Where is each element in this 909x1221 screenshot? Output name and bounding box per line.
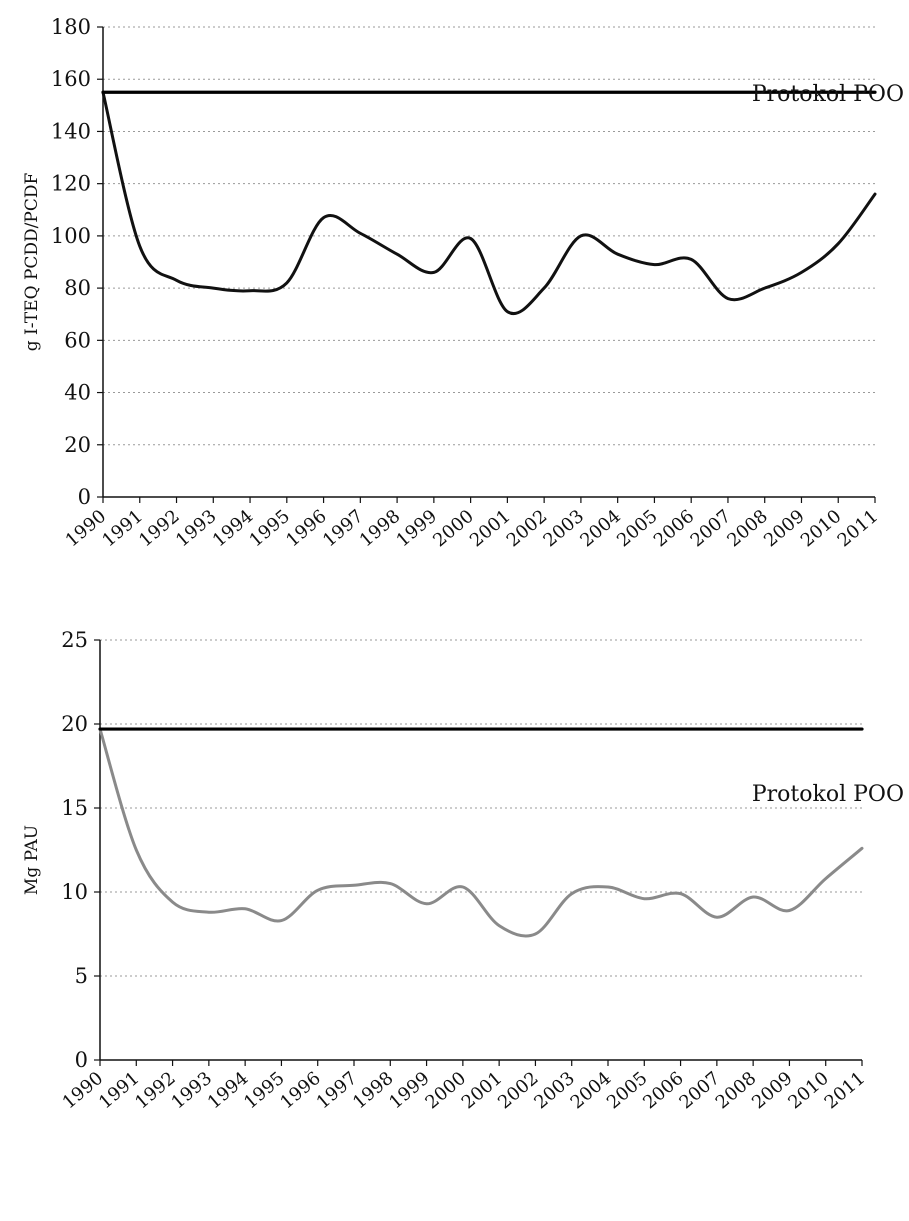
x-tick-label: 2005 bbox=[603, 1068, 652, 1114]
y-tick-label: 160 bbox=[51, 67, 91, 91]
y-tick-label: 80 bbox=[64, 276, 91, 300]
x-tick-label: 1993 bbox=[167, 1068, 216, 1114]
x-tick-label: 2001 bbox=[458, 1068, 507, 1114]
x-tick-label: 1990 bbox=[62, 506, 111, 552]
x-tick-label: 2000 bbox=[429, 506, 478, 552]
x-tick-label: 2007 bbox=[687, 506, 736, 552]
y-tick-label: 20 bbox=[64, 433, 91, 457]
y-tick-label: 15 bbox=[61, 796, 88, 820]
x-tick-label: 2008 bbox=[712, 1068, 761, 1114]
x-tick-label: 1990 bbox=[59, 1068, 108, 1114]
x-tick-label: 2011 bbox=[834, 506, 883, 552]
chart-pcdd-pcdf: 0 20 40 60 80 100 120 140 160 180 1990199119921993… bbox=[22, 15, 904, 551]
x-tick-label: 1996 bbox=[282, 506, 331, 552]
x-tick-label: 1991 bbox=[98, 506, 147, 552]
x-tick-label: 2010 bbox=[797, 506, 846, 552]
y-axis-label: g I-TEQ PCDD/PCDF bbox=[22, 173, 42, 352]
x-tick-label: 2004 bbox=[576, 506, 625, 552]
x-tick-label: 2004 bbox=[567, 1068, 616, 1114]
x-tick-label: 1998 bbox=[356, 506, 405, 552]
x-tick-label: 2002 bbox=[503, 506, 552, 552]
x-tick-label: 2005 bbox=[613, 506, 662, 552]
x-tick-label: 1992 bbox=[135, 506, 184, 552]
x-tick-label: 2009 bbox=[748, 1068, 797, 1114]
y-tick-label: 10 bbox=[61, 880, 88, 904]
x-tick-label: 1994 bbox=[209, 506, 258, 552]
y-tick-label: 0 bbox=[75, 1048, 88, 1072]
x-tick-label: 1994 bbox=[204, 1068, 253, 1114]
x-tick-label: 1999 bbox=[392, 506, 441, 552]
x-tick-label: 2011 bbox=[821, 1068, 870, 1114]
x-tick-label: 2003 bbox=[540, 506, 589, 552]
x-tick-label: 2001 bbox=[466, 506, 515, 552]
x-tick-label: 2007 bbox=[675, 1068, 724, 1114]
y-tick-label: 120 bbox=[51, 172, 91, 196]
x-tick-label: 2006 bbox=[639, 1068, 688, 1114]
x-tick-label: 2003 bbox=[530, 1068, 579, 1114]
y-tick-label: 5 bbox=[75, 964, 88, 988]
y-tick-label: 100 bbox=[51, 224, 91, 248]
x-tick-label: 2009 bbox=[760, 506, 809, 552]
y-axis-label: Mg PAU bbox=[22, 825, 42, 895]
x-tick-label: 1997 bbox=[319, 506, 368, 552]
x-tick-label: 1998 bbox=[349, 1068, 398, 1114]
chart-pau: 0510152025199019911992199319941995199619… bbox=[22, 628, 904, 1113]
y-tick-label: 25 bbox=[61, 628, 88, 652]
y-tick-label: 0 bbox=[78, 485, 91, 509]
series-line bbox=[101, 90, 877, 315]
y-tick-label: 40 bbox=[64, 381, 91, 405]
y-tick-label: 140 bbox=[51, 119, 91, 143]
x-tick-label: 2002 bbox=[494, 1068, 543, 1114]
x-tick-label: 1993 bbox=[172, 506, 221, 552]
y-tick-label: 180 bbox=[51, 15, 91, 39]
x-tick-label: 1995 bbox=[245, 506, 294, 552]
x-tick-label: 2010 bbox=[784, 1068, 833, 1114]
y-tick-label: 20 bbox=[61, 712, 88, 736]
x-tick-label: 1999 bbox=[385, 1068, 434, 1114]
x-tick-label: 1995 bbox=[240, 1068, 289, 1114]
x-tick-label: 1991 bbox=[95, 1068, 144, 1114]
x-tick-label: 1996 bbox=[276, 1068, 325, 1114]
x-tick-label: 2008 bbox=[723, 506, 772, 552]
x-tick-label: 2000 bbox=[421, 1068, 470, 1114]
x-tick-label: 1997 bbox=[313, 1068, 362, 1114]
x-tick-label: 2006 bbox=[650, 506, 699, 552]
reference-line-label: Protokol POO bbox=[752, 782, 904, 807]
series-line bbox=[98, 727, 864, 938]
x-tick-label: 1992 bbox=[131, 1068, 180, 1114]
y-tick-label: 60 bbox=[64, 328, 91, 352]
reference-line-label: Protokol POO bbox=[752, 82, 904, 107]
